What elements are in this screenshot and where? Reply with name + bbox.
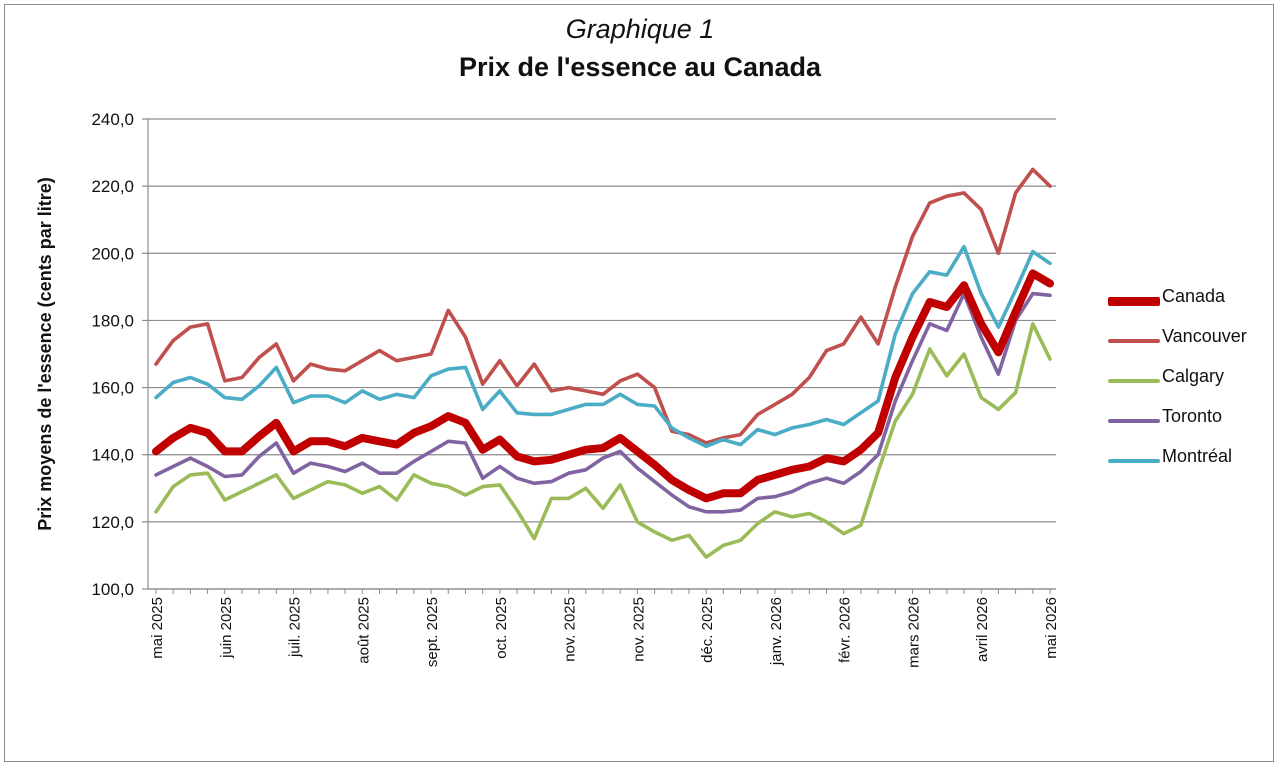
legend-label-toronto: Toronto: [1162, 406, 1223, 426]
gridlines: [148, 118, 1056, 590]
series-lines: [152, 167, 1054, 559]
y-tick-label: 200,0: [91, 244, 134, 263]
y-tick-label: 240,0: [91, 110, 134, 129]
x-tick-label: mars 2026: [905, 597, 922, 668]
x-tick-label: mai 2026: [1043, 597, 1060, 659]
x-tick-label: mai 2025: [149, 597, 166, 659]
x-tick-label: févr. 2026: [837, 597, 854, 663]
chart-subtitle: Prix de l'essence au Canada: [458, 52, 822, 82]
x-tick-label: nov. 2025: [562, 597, 579, 662]
chart-title: Graphique 1: [565, 14, 715, 44]
y-tick-label: 180,0: [91, 311, 134, 330]
x-tick-label: déc. 2025: [699, 597, 716, 663]
legend-swatch-vancouver: [1108, 339, 1160, 343]
x-tick-label: juil. 2025: [287, 597, 304, 658]
y-tick-label: 160,0: [91, 379, 134, 398]
legend-swatch-toronto: [1108, 419, 1160, 423]
x-tick-label: janv. 2026: [768, 597, 785, 666]
legend-label-montreal: Montréal: [1162, 446, 1233, 466]
series-line-canada: [152, 269, 1054, 503]
x-tick-label: oct. 2025: [493, 597, 510, 659]
y-axis-ticks: 100,0 120,0 140,0 160,0 180,0 200,0 220,0 240,0: [91, 110, 149, 599]
y-tick-label: 220,0: [91, 177, 134, 196]
series-line-vancouver: [154, 167, 1052, 445]
y-axis-label: Prix moyens de l'essence (cents par litr…: [35, 177, 55, 530]
legend-label-vancouver: Vancouver: [1162, 326, 1247, 346]
series-line-toronto: [154, 291, 1052, 514]
legend-swatch-calgary: [1108, 379, 1160, 383]
legend-label-calgary: Calgary: [1162, 366, 1225, 386]
y-tick-label: 120,0: [91, 513, 134, 532]
chart-frame: [4, 4, 1274, 762]
y-tick-label: 140,0: [91, 446, 134, 465]
legend-swatch-montreal: [1108, 459, 1160, 463]
series-line-calgary: [154, 321, 1052, 559]
legend-swatch-canada: [1108, 297, 1160, 306]
x-tick-label: juin 2025: [218, 597, 235, 659]
x-axis: mai 2025 juin 2025 juil. 2025 août 2025 sept…: [148, 588, 1060, 668]
x-tick-label: sept. 2025: [424, 597, 441, 667]
legend-label-canada: Canada: [1162, 286, 1226, 306]
y-tick-label: 100,0: [91, 580, 134, 599]
x-tick-label: avril 2026: [974, 597, 991, 662]
series-line-montreal: [154, 244, 1052, 449]
x-tick-label: nov. 2025: [630, 597, 647, 662]
x-tick-label: août 2025: [355, 597, 372, 664]
